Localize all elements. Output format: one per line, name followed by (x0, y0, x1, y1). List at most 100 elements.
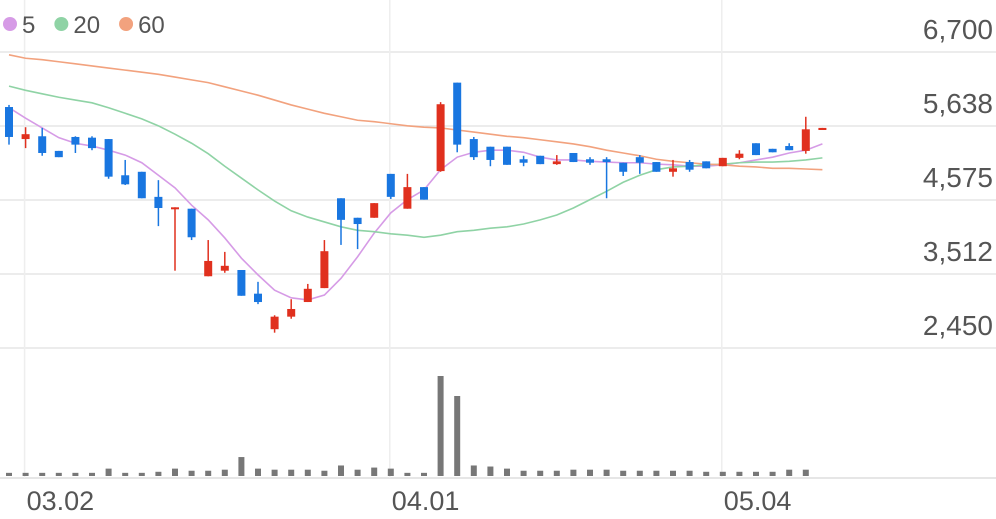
volume-bar (404, 472, 411, 476)
candle-body (5, 107, 13, 137)
candle-body (88, 137, 96, 149)
candle-body (220, 265, 229, 271)
volume-bar (321, 470, 328, 476)
volume-bar (437, 376, 444, 476)
candle-body (403, 187, 412, 209)
volume-bar (769, 471, 776, 476)
volume-bar (155, 471, 162, 476)
candle-body (702, 161, 711, 169)
candle-body (569, 152, 578, 163)
volume-bar (736, 471, 743, 476)
candle-body (586, 159, 594, 163)
volume-bar (553, 470, 560, 476)
legend-marker (54, 17, 69, 31)
candle-body (801, 129, 810, 151)
volume-bar (354, 469, 361, 476)
candle-body (71, 136, 80, 145)
candle-body (270, 316, 279, 330)
candle-body (735, 153, 744, 158)
legend-label: 60 (138, 12, 165, 39)
volume-bar (105, 468, 112, 476)
candle-body (54, 150, 63, 158)
volume-bar (255, 468, 261, 476)
volume-bar (271, 469, 278, 476)
volume-bar (188, 470, 195, 476)
candle-body (768, 148, 777, 153)
candle-body (503, 146, 511, 165)
candle-body (685, 162, 694, 170)
candle-body (121, 175, 130, 185)
legend-label: 5 (22, 12, 35, 39)
volume-bar (587, 469, 593, 476)
volume-bar (39, 472, 46, 476)
ma-line (8, 85, 823, 239)
candle-body (21, 134, 30, 140)
volume-bar (122, 472, 129, 476)
volume-bar (454, 396, 461, 476)
candle-body (469, 139, 478, 158)
volume-bar (504, 468, 510, 476)
volume-bar (72, 472, 79, 476)
candle-body (552, 161, 561, 165)
candle-body (254, 293, 262, 303)
legend-marker (3, 17, 17, 31)
candle-body (486, 146, 495, 160)
x-tick-label: 04.01 (392, 486, 460, 516)
volume-bar (603, 469, 610, 476)
volume-bar (138, 472, 145, 476)
candle-body (669, 168, 677, 172)
volume-bar (487, 466, 494, 476)
candle-body (38, 136, 47, 153)
volume-bar (786, 469, 793, 476)
volume-bar (421, 472, 427, 476)
volume-bar (304, 469, 311, 476)
volume-bar (221, 469, 228, 476)
volume-bar (802, 469, 809, 476)
volume-bar (238, 457, 245, 476)
candle-body (818, 127, 827, 131)
ma-line (8, 54, 823, 171)
volume-bar (371, 467, 378, 476)
volume-bar (55, 472, 62, 476)
ma-line (8, 107, 823, 301)
volume-bar (172, 468, 178, 476)
volume-bar (22, 472, 29, 476)
y-tick-label: 3,512 (923, 236, 993, 267)
candle-body (237, 269, 246, 296)
candle-body (287, 308, 296, 317)
volume-bar (719, 471, 726, 476)
y-tick-label: 5,638 (923, 88, 993, 119)
candle-body (104, 139, 113, 177)
volume-bar (387, 468, 394, 476)
volume-bar (686, 470, 693, 476)
volume-bar (338, 465, 344, 476)
volume-bar (520, 470, 527, 476)
volume-bar (205, 470, 212, 476)
candle-body (436, 104, 445, 172)
candle-body (420, 187, 428, 200)
x-tick-label: 05.04 (724, 486, 792, 516)
volume-bar (636, 470, 643, 476)
volume-bar (620, 470, 627, 476)
y-tick-label: 2,450 (923, 310, 993, 341)
y-tick-label: 6,700 (923, 14, 993, 45)
volume-bar (6, 472, 12, 476)
candle-body (619, 162, 628, 172)
volume-bar (288, 469, 295, 476)
candle-body (353, 217, 362, 225)
y-tick-label: 4,575 (923, 162, 993, 193)
volume-bar (753, 471, 759, 476)
candle-body (386, 173, 395, 197)
x-tick-label: 03.02 (27, 486, 95, 516)
candle-body (652, 162, 661, 172)
candle-body (154, 196, 163, 209)
candle-body (370, 203, 379, 218)
candle-body (187, 208, 196, 238)
volume-bar (653, 470, 660, 476)
candle-body (171, 207, 179, 210)
volume-bar (570, 469, 577, 476)
candle-body (536, 155, 545, 165)
candle-body (303, 288, 312, 303)
candle-body (320, 251, 329, 289)
